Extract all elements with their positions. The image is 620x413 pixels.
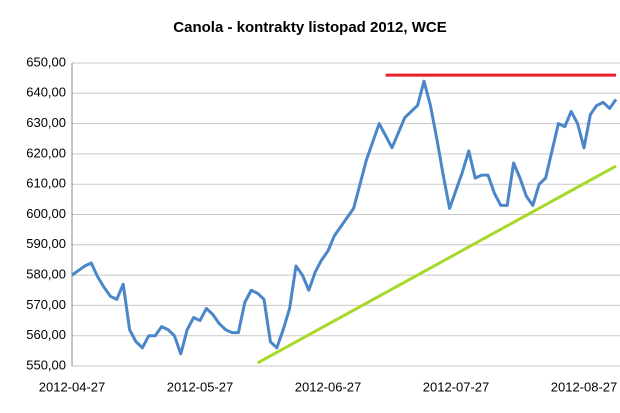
- y-tick-label: 650,00: [26, 54, 66, 69]
- y-tick-label: 630,00: [26, 115, 66, 130]
- x-tick-label: 2012-07-27: [423, 379, 490, 394]
- chart-title: Canola - kontrakty listopad 2012, WCE: [173, 19, 446, 36]
- y-tick-label: 590,00: [26, 236, 66, 251]
- y-tick-label: 640,00: [26, 85, 66, 100]
- y-tick-label: 560,00: [26, 327, 66, 342]
- x-tick-label: 2012-04-27: [39, 379, 106, 394]
- x-tick-label: 2012-05-27: [167, 379, 234, 394]
- data-line: [71, 79, 618, 356]
- x-tick-label: 2012-08-27: [551, 379, 618, 394]
- y-tick-label: 570,00: [26, 297, 66, 312]
- y-tick-label: 550,00: [26, 357, 66, 372]
- y-tick-label: 580,00: [26, 267, 66, 282]
- y-tick-label: 600,00: [26, 206, 66, 221]
- y-tick-label: 620,00: [26, 145, 66, 160]
- trend-line: [256, 164, 617, 365]
- x-tick-label: 2012-06-27: [295, 379, 362, 394]
- y-tick-label: 610,00: [26, 176, 66, 191]
